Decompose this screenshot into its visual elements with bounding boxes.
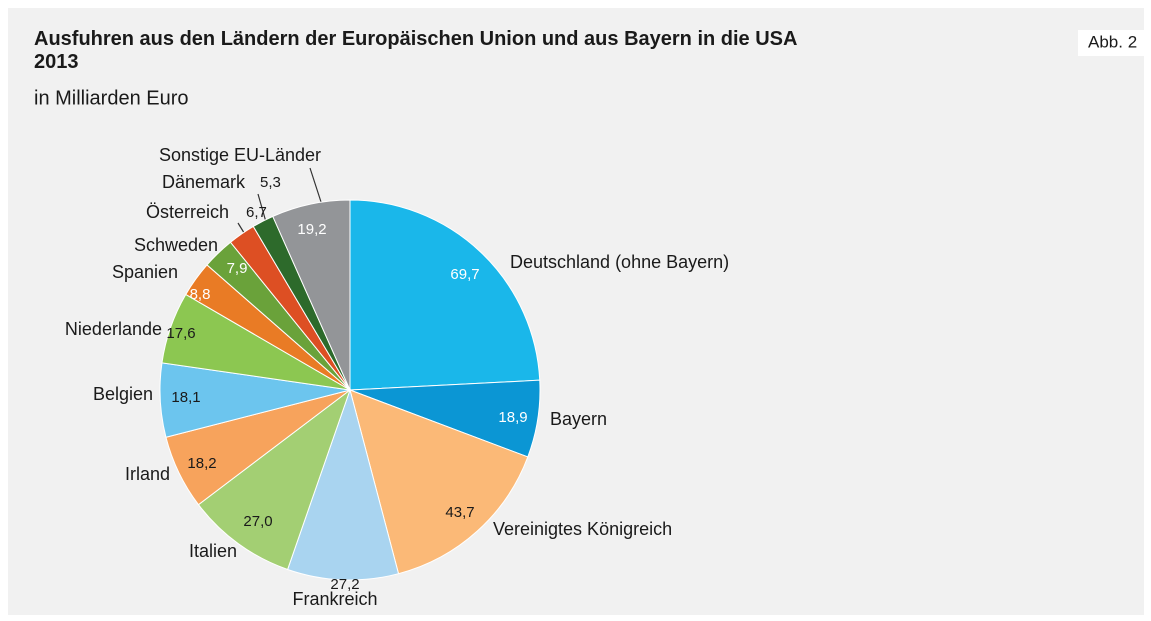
pie-slice	[197, 388, 352, 571]
slice-label: Schweden	[134, 235, 218, 255]
slice-label: Deutschland (ohne Bayern)	[510, 252, 729, 272]
slice-label: Niederlande	[65, 319, 162, 339]
slice-label: Bayern	[550, 409, 607, 429]
value-label: 5,3	[260, 174, 281, 191]
value-label: 18,2	[187, 455, 216, 472]
slice-label: Irland	[125, 464, 170, 484]
value-label: 18,1	[171, 389, 200, 406]
slice-label: Spanien	[112, 262, 178, 282]
title-box: Ausfuhren aus den Ländern der Europäisch…	[34, 28, 797, 73]
value-label: 19,2	[297, 221, 326, 238]
pie-slice	[349, 389, 529, 575]
value-label: 27,2	[330, 576, 359, 593]
value-label: 7,9	[227, 260, 248, 277]
pie-slice	[349, 199, 541, 391]
value-label: 69,7	[450, 266, 479, 283]
leader-line	[309, 167, 323, 206]
figure-label-box	[1078, 30, 1145, 56]
slice-label: Italien	[189, 541, 237, 561]
slice-label: Sonstige EU-Länder	[159, 145, 321, 165]
value-label: 8,8	[190, 286, 211, 303]
slice-label: Österreich	[146, 202, 229, 222]
value-label: 17,6	[166, 325, 195, 342]
figure-label: Abb. 2	[1088, 32, 1137, 51]
slice-label: Vereinigtes Königreich	[493, 519, 672, 539]
chart-subtitle: in Milliarden Euro	[34, 87, 189, 109]
value-label: 27,0	[243, 513, 272, 530]
slice-label: Dänemark	[162, 172, 246, 192]
slice-label: Frankreich	[292, 589, 377, 609]
pie-slice	[286, 388, 400, 581]
slice-label: Belgien	[93, 384, 153, 404]
value-label: 6,7	[246, 204, 267, 221]
value-label: 43,7	[445, 504, 474, 521]
leader-line	[257, 193, 267, 223]
value-label: 18,9	[498, 409, 527, 426]
chart-title: Ausfuhren aus den Ländern der Europäisch…	[34, 28, 797, 73]
pie-slice	[272, 199, 351, 391]
